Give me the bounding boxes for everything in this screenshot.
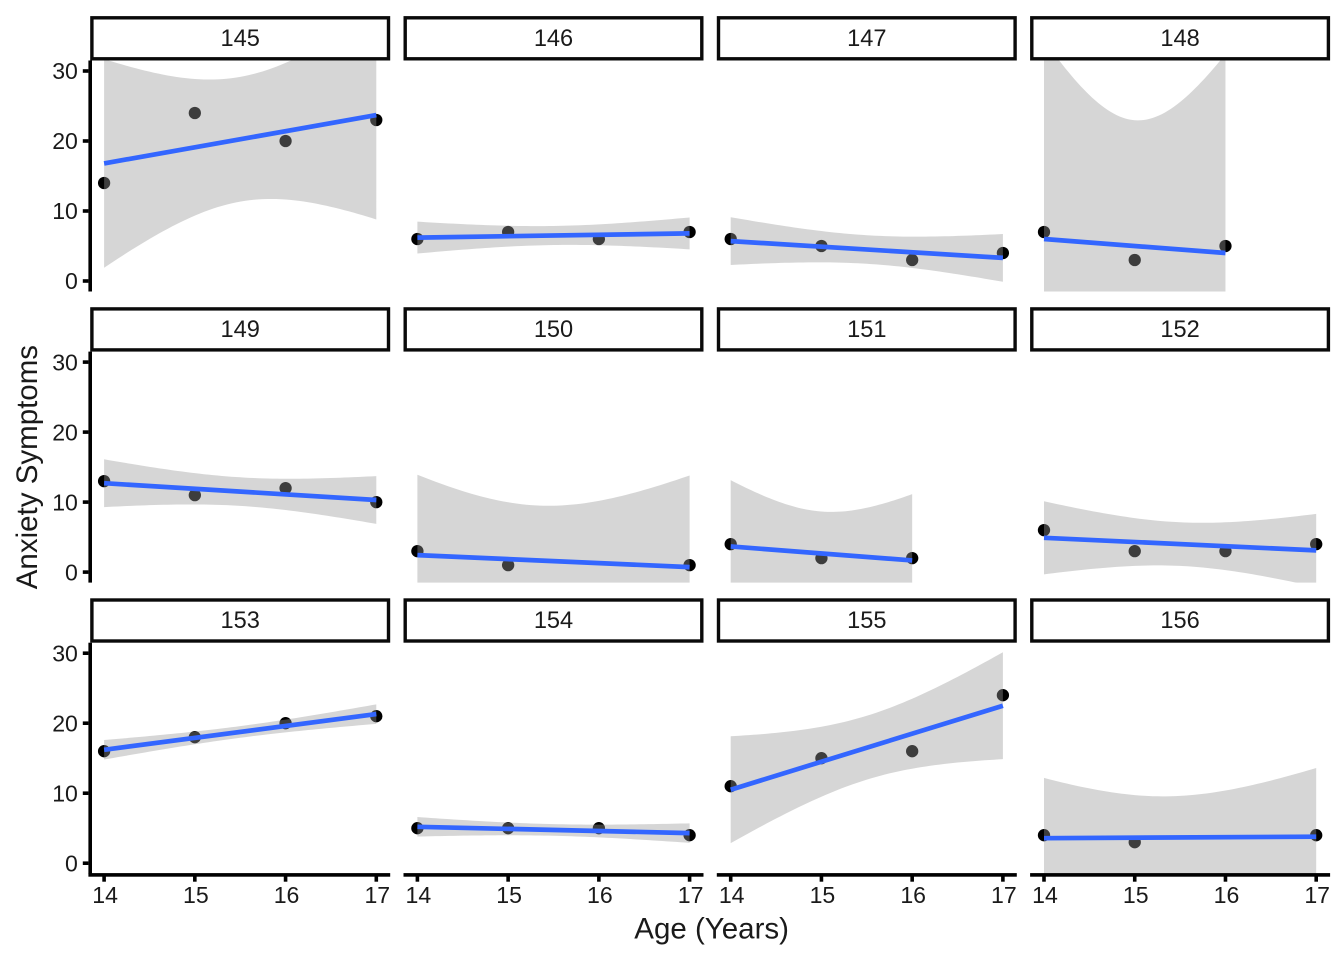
svg-text:156: 156 (1160, 608, 1199, 634)
svg-text:30: 30 (52, 349, 78, 375)
svg-text:148: 148 (1160, 26, 1199, 52)
svg-text:14: 14 (92, 882, 118, 908)
svg-text:145: 145 (221, 26, 260, 52)
svg-text:154: 154 (534, 608, 573, 634)
svg-text:17: 17 (1304, 882, 1330, 908)
svg-text:16: 16 (274, 882, 300, 908)
svg-text:16: 16 (587, 882, 613, 908)
svg-text:155: 155 (847, 608, 886, 634)
svg-text:15: 15 (496, 882, 522, 908)
svg-text:15: 15 (183, 882, 209, 908)
svg-text:150: 150 (534, 317, 573, 343)
svg-text:0: 0 (65, 850, 78, 876)
svg-text:17: 17 (991, 882, 1017, 908)
svg-text:14: 14 (406, 882, 432, 908)
svg-text:153: 153 (221, 608, 260, 634)
svg-text:20: 20 (52, 710, 78, 736)
svg-text:30: 30 (52, 640, 78, 666)
svg-text:20: 20 (52, 128, 78, 154)
svg-text:20: 20 (52, 419, 78, 445)
svg-text:152: 152 (1160, 317, 1199, 343)
svg-text:10: 10 (52, 489, 78, 515)
svg-text:16: 16 (1214, 882, 1240, 908)
svg-text:0: 0 (65, 268, 78, 294)
svg-text:146: 146 (534, 26, 573, 52)
svg-text:10: 10 (52, 780, 78, 806)
svg-text:15: 15 (810, 882, 836, 908)
svg-text:Age (Years): Age (Years) (634, 913, 789, 946)
svg-text:151: 151 (847, 317, 886, 343)
svg-text:14: 14 (719, 882, 745, 908)
svg-text:17: 17 (678, 882, 704, 908)
svg-text:0: 0 (65, 559, 78, 585)
svg-text:15: 15 (1123, 882, 1149, 908)
svg-text:149: 149 (221, 317, 260, 343)
svg-text:14: 14 (1032, 882, 1058, 908)
svg-text:10: 10 (52, 198, 78, 224)
svg-text:Anxiety Symptoms: Anxiety Symptoms (11, 345, 44, 589)
svg-text:147: 147 (847, 26, 886, 52)
svg-text:30: 30 (52, 58, 78, 84)
svg-text:17: 17 (364, 882, 390, 908)
svg-text:16: 16 (900, 882, 926, 908)
